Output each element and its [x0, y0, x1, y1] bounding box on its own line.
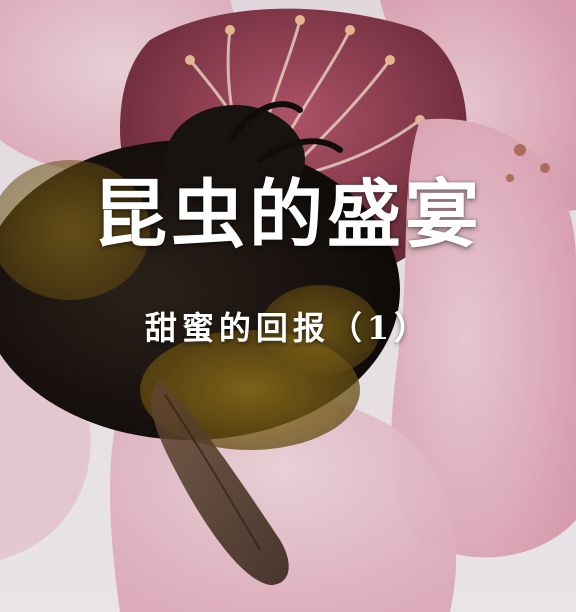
video-subtitle: 甜蜜的回报（1） — [144, 309, 432, 347]
video-title: 昆虫的盛宴 — [93, 172, 483, 258]
